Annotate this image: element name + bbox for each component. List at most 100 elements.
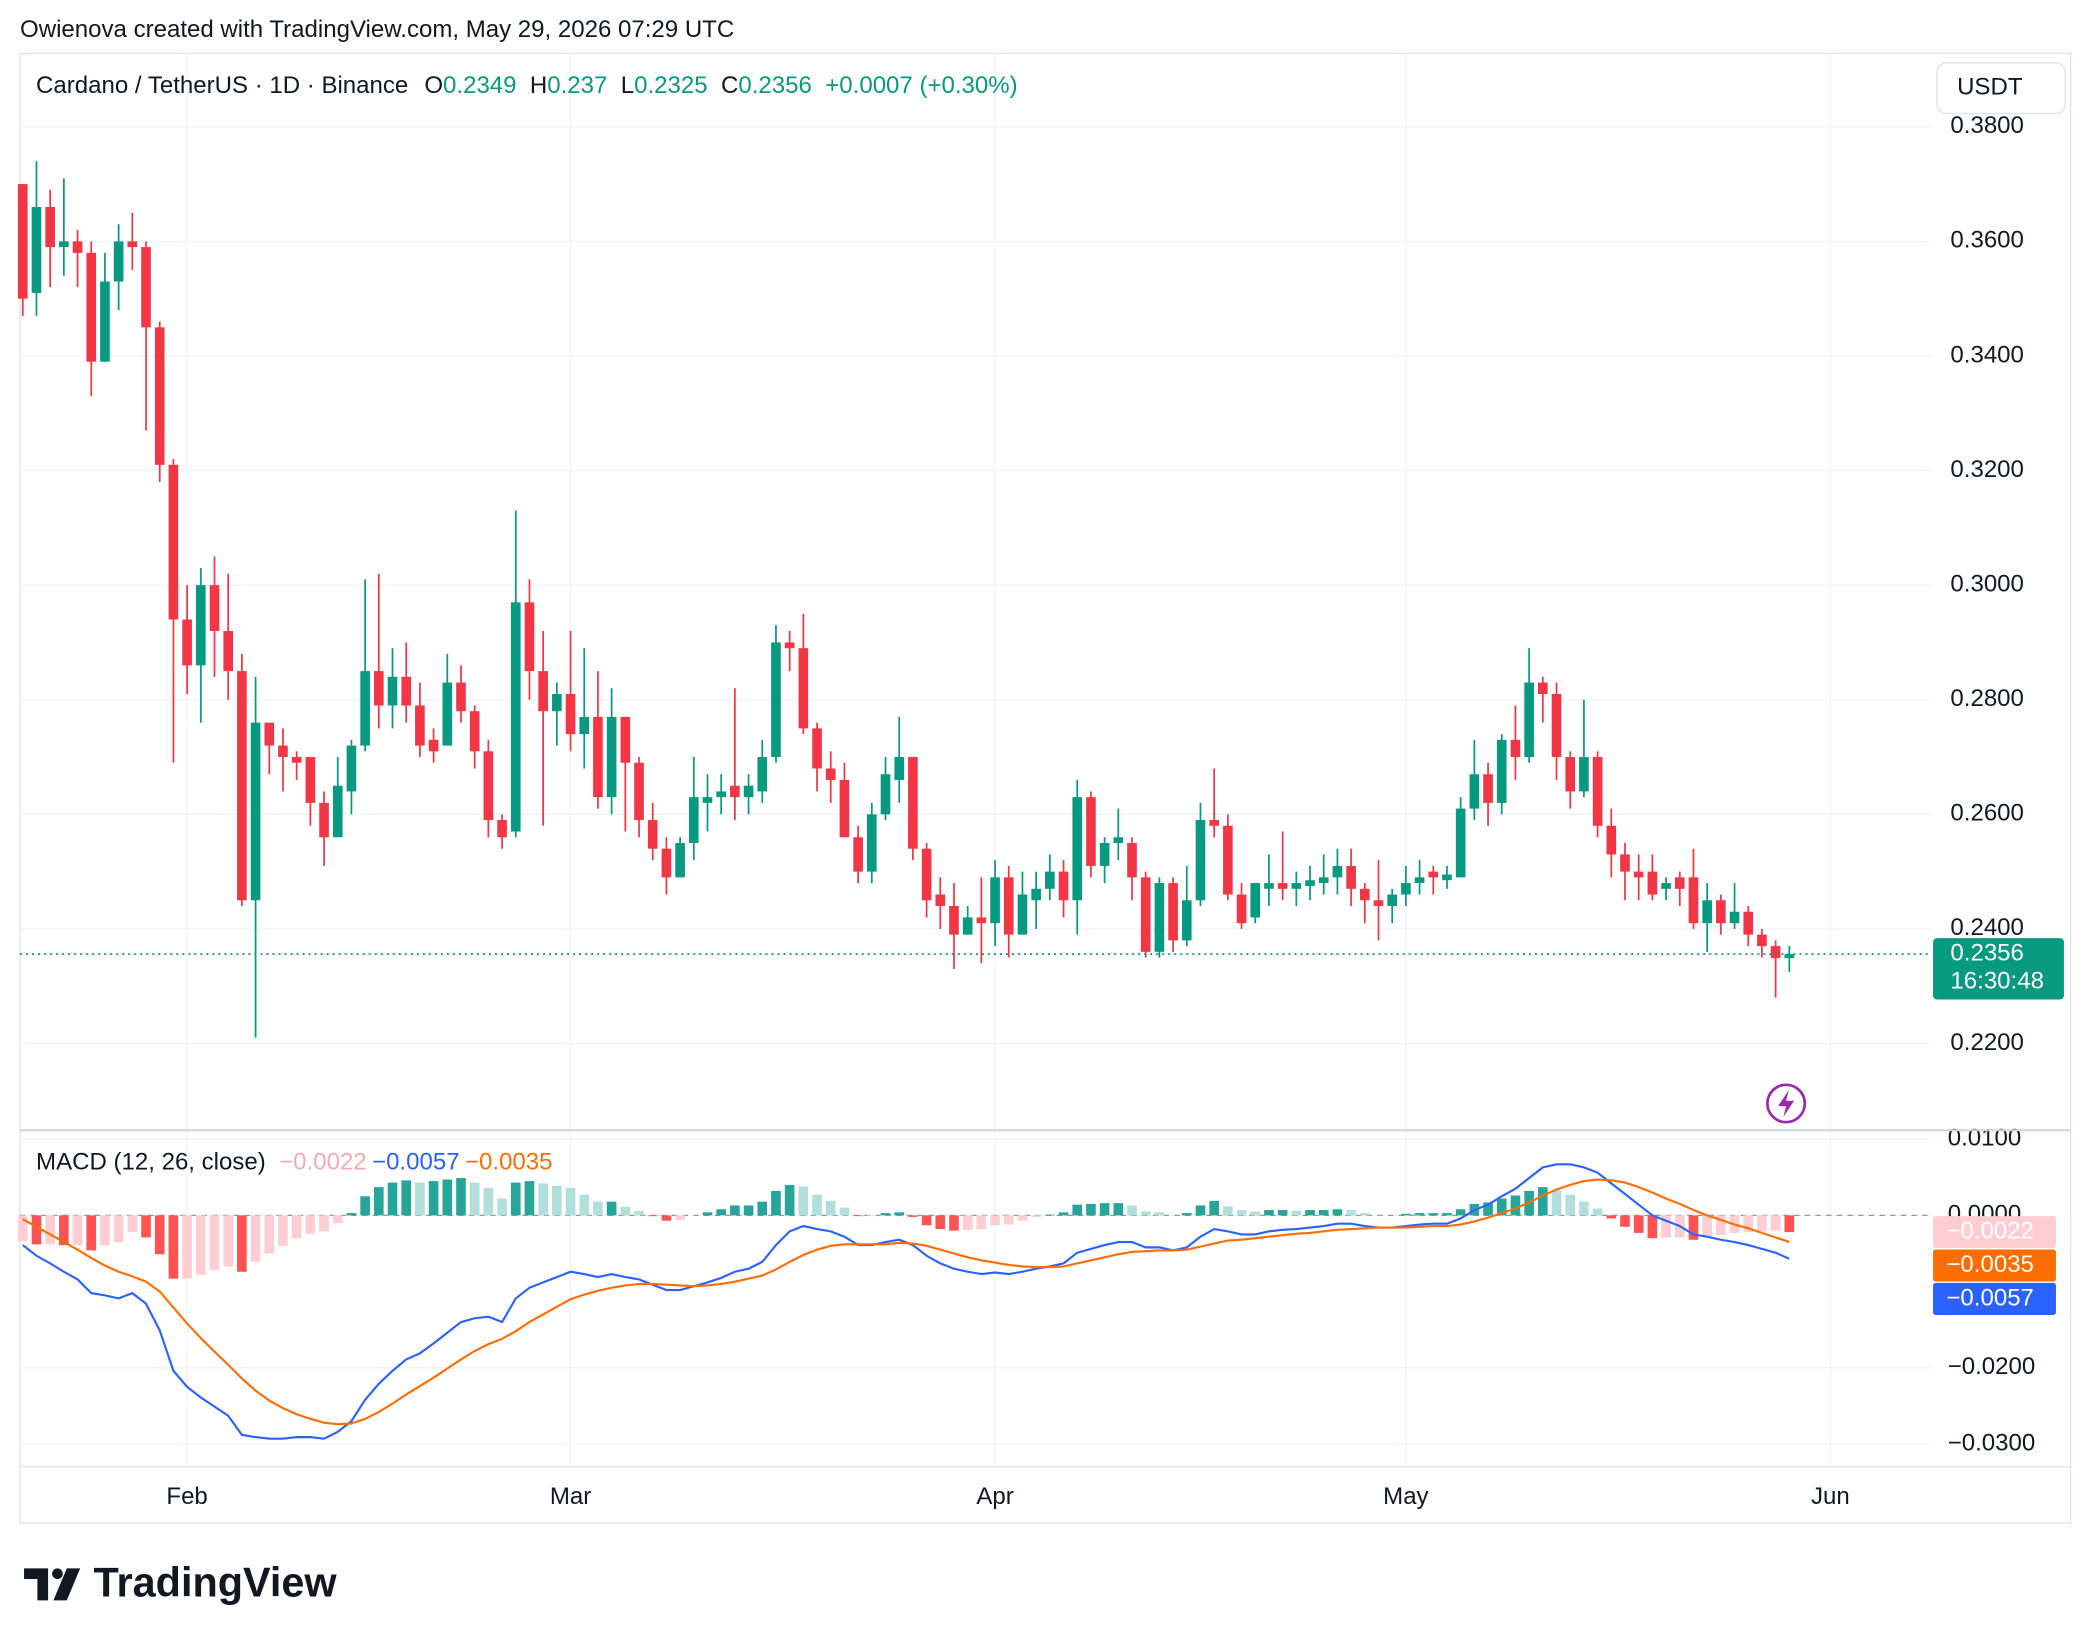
candle-body [1647,871,1658,895]
macd-histogram-bar [1428,1213,1439,1216]
logo-dot [52,1568,63,1580]
y-tick-label: 0.2200 [1950,1029,2024,1056]
macd-histogram-bar [757,1201,768,1216]
candle-body [1524,682,1534,758]
macd-histogram-bar [1003,1215,1014,1225]
macd-value-box [1933,1249,2056,1282]
macd-histogram-bar [154,1215,165,1255]
candle-body [867,814,877,872]
currency-button[interactable] [1936,62,2066,115]
macd-histogram-bar [524,1181,535,1216]
candle-body [1373,900,1384,906]
candle-body [1538,682,1548,695]
macd-value-box [1933,1282,2056,1315]
y-tick-label: 0.3800 [1950,112,2024,139]
candle-body [1565,757,1576,792]
candle-body [1072,797,1083,901]
macd-histogram-bar [237,1215,247,1272]
x-tick-label: May [1383,1483,1428,1510]
macd-histogram-bar [456,1178,466,1216]
candle-body [661,848,672,878]
x-tick-label: Jun [1811,1483,1850,1510]
candle-body [264,722,275,746]
macd-histogram-bar [1592,1208,1603,1216]
macd-value-label: −0.0057 [1946,1284,2034,1311]
candle-body [1483,774,1493,803]
candle-body [771,642,781,758]
macd-histogram-bar [839,1207,850,1216]
candle-body [154,327,165,465]
legend-ohlc-value: 0.2356 [738,72,812,99]
candle-body [278,745,288,758]
macd-histogram-bar [113,1215,124,1243]
candle-body [86,252,97,362]
candle-body [1606,825,1617,855]
candle-body [839,779,850,838]
candle-body [1181,900,1192,941]
candle-body [1017,894,1028,935]
macd-histogram-bar [374,1187,384,1216]
macd-histogram-bar [784,1184,795,1216]
candle-body [1455,808,1466,878]
candle-body [510,602,521,832]
candle-body [442,682,453,746]
candle-body [1264,883,1274,889]
candle-body [908,757,918,849]
candle-body [579,716,590,735]
legend-ohlc-key: O [424,72,443,99]
macd-histogram-bar [1606,1215,1617,1219]
candle-body [1716,900,1726,924]
legend-change: +0.0007 (+0.30%) [825,72,1017,99]
macd-histogram-bar [812,1194,822,1216]
candle-body [374,671,384,706]
candle-body [401,676,412,706]
candle-body [127,241,138,248]
candle-body [428,739,439,752]
macd-histogram-bar [1154,1212,1165,1216]
macd-histogram-bar [1633,1215,1644,1233]
candle-body [483,751,494,821]
macd-histogram-bar [442,1179,453,1216]
macd-histogram-bar [593,1201,603,1216]
candle-body [1209,820,1219,826]
candle-body [949,905,959,935]
candle-body [346,745,357,792]
candle-body [675,842,685,878]
macd-histogram-bar [483,1187,494,1216]
candle-body [716,791,726,798]
currency[interactable]: USDT [1957,74,2023,101]
legend: Cardano / TetherUS · 1D · Binance O0.2349… [36,72,1018,99]
candle-body [141,247,151,328]
candle-body [1729,911,1740,924]
macd-histogram-bar [1223,1206,1233,1216]
macd-histogram-bar [565,1187,576,1216]
candle-body [935,894,946,906]
y-tick-label: 0.3200 [1950,456,2024,483]
macd-histogram-bar [428,1181,439,1216]
macd-histogram-bar [730,1205,740,1216]
macd-legend-title: MACD (12, 26, close) [36,1149,266,1176]
macd-histogram-bar [17,1215,28,1242]
macd-histogram-bar [127,1215,138,1233]
x-tick-label: Apr [976,1483,1013,1510]
candle-body [1770,946,1781,959]
logo-slash [53,1568,81,1601]
candle-body [1674,877,1685,889]
candle-body [17,184,28,299]
candle-body [962,917,973,935]
candle-body [606,716,617,798]
candle-body [634,762,644,821]
candle-body [1305,880,1315,886]
macd-tick-label: 0.0100 [1948,1124,2022,1151]
legend-ohlc-key: L [621,72,634,99]
macd-histogram-bar [1127,1205,1137,1216]
candle-body [1620,854,1630,872]
macd-histogram-bar [962,1215,973,1230]
legend-ohlc-value: 0.2325 [634,72,708,99]
candle-body [223,630,233,672]
legend-ohlc-value: 0.2349 [443,72,517,99]
macd-histogram-bar [921,1215,932,1226]
candle-body [1579,757,1589,792]
macd-histogram-bar [853,1215,863,1217]
